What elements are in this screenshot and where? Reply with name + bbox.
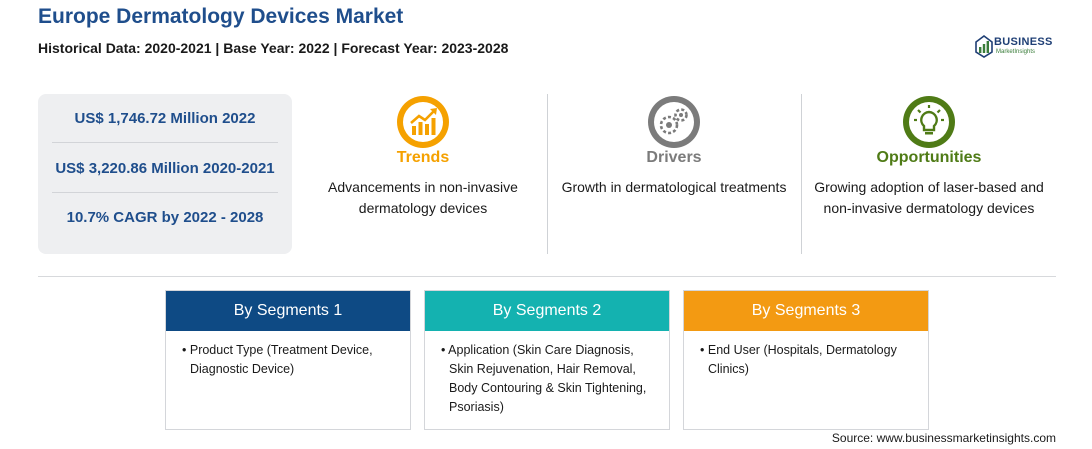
- drivers-column: Drivers Growth in dermatological treatme…: [548, 94, 800, 254]
- segment-1-heading: By Segments 1: [166, 291, 410, 331]
- source-credit: Source: www.businessmarketinsights.com: [831, 431, 1056, 445]
- stat-divider: [52, 142, 278, 143]
- segment-3-item: • End User (Hospitals, Dermatology Clini…: [700, 343, 897, 376]
- trends-text: Advancements in non-invasive dermatology…: [328, 179, 518, 216]
- segment-1-item: • Product Type (Treatment Device, Diagno…: [182, 343, 373, 376]
- drivers-text: Growth in dermatological treatments: [561, 179, 787, 195]
- market-stats-panel: US$ 1,746.72 Million 2022 US$ 3,220.86 M…: [38, 94, 292, 254]
- column-divider: [547, 94, 548, 254]
- drivers-heading: Drivers: [646, 149, 702, 166]
- column-divider: [801, 94, 802, 254]
- opportunities-column: Opportunities Growing adoption of laser-…: [802, 94, 1056, 254]
- company-logo: BUSINESS MarketInsights: [974, 34, 1058, 60]
- gears-icon: [648, 96, 700, 148]
- segment-2-heading: By Segments 2: [425, 291, 669, 331]
- section-divider: [38, 276, 1056, 277]
- segment-3-body: • End User (Hospitals, Dermatology Clini…: [684, 331, 928, 379]
- segment-card-1: By Segments 1 • Product Type (Treatment …: [165, 290, 411, 430]
- opportunities-text: Growing adoption of laser-based and non-…: [814, 179, 1044, 216]
- segment-card-3: By Segments 3 • End User (Hospitals, Der…: [683, 290, 929, 430]
- opportunities-heading: Opportunities: [876, 149, 982, 166]
- segment-2-body: • Application (Skin Care Diagnosis, Skin…: [425, 331, 669, 417]
- segment-card-2: By Segments 2 • Application (Skin Care D…: [424, 290, 670, 430]
- segment-2-item: • Application (Skin Care Diagnosis, Skin…: [441, 343, 647, 414]
- segment-3-heading: By Segments 3: [684, 291, 928, 331]
- page-title: Europe Dermatology Devices Market: [38, 5, 404, 28]
- logo-wordmark: BUSINESS: [994, 36, 1053, 48]
- segment-1-body: • Product Type (Treatment Device, Diagno…: [166, 331, 410, 379]
- trends-heading: Trends: [396, 149, 450, 166]
- page-subtitle: Historical Data: 2020-2021 | Base Year: …: [38, 40, 509, 56]
- trend-chart-icon: [397, 96, 449, 148]
- stat-divider: [52, 192, 278, 193]
- logo-tagline: MarketInsights: [996, 49, 1036, 55]
- lightbulb-icon: [903, 96, 955, 148]
- stat-market-size-historical: US$ 3,220.86 Million 2020-2021: [55, 160, 275, 177]
- stat-market-size-2022: US$ 1,746.72 Million 2022: [74, 110, 256, 127]
- logo-mark-icon: [975, 35, 993, 58]
- trends-column: Trends Advancements in non-invasive derm…: [300, 94, 546, 254]
- stat-cagr: 10.7% CAGR by 2022 - 2028: [66, 209, 264, 226]
